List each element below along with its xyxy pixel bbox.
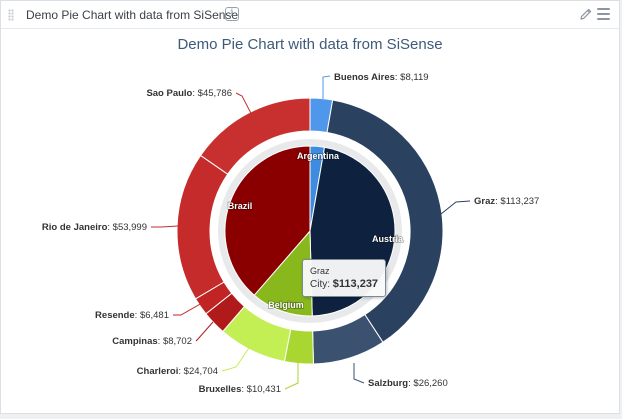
connector-graz (440, 200, 471, 215)
inner-slice-belgium (253, 229, 313, 317)
outer-label-city: Bruxelles (199, 384, 242, 395)
hamburger-menu-icon[interactable] (597, 8, 610, 20)
widget-title: Demo Pie Chart with data from SiSense (26, 8, 239, 22)
outer-label-separator: : (107, 222, 112, 233)
connector-buenos-aires (322, 75, 331, 99)
inner-label-belgium: Belgium (268, 300, 304, 310)
connector-charleroi (221, 344, 252, 372)
chart-title: Demo Pie Chart with data from SiSense (177, 36, 443, 53)
tooltip-line: City: $113,237 (310, 278, 378, 290)
outer-label-buenos-aires: Buenos Aires: $8,119 (334, 72, 429, 83)
outer-label-value: $8,119 (400, 72, 428, 83)
outer-label-separator: : (158, 336, 163, 347)
outer-label-campinas: Campinas: $8,702 (112, 336, 192, 347)
tooltip-name: Graz (310, 266, 330, 276)
connector-resende (173, 302, 203, 316)
connector-campinas (195, 321, 214, 342)
widget-header: Demo Pie Chart with data from SiSense i (1, 1, 619, 29)
outer-label-value: $8,702 (163, 336, 192, 347)
outer-label-city: Rio de Janeiro (42, 222, 108, 233)
outer-label-value: $24,704 (184, 366, 218, 377)
outer-label-city: Sao Paulo (146, 88, 192, 99)
outer-label-value: $113,237 (500, 196, 539, 207)
outer-label-value: $10,431 (247, 384, 281, 395)
outer-label-bruxelles: Bruxelles: $10,431 (199, 384, 281, 395)
outer-slice-sao-paulo (199, 97, 311, 175)
outer-slice-graz (326, 99, 444, 343)
outer-label-city: Salzburg (368, 378, 408, 389)
connector-salzburg (353, 363, 365, 384)
tooltip-value: $113,237 (332, 278, 379, 290)
outer-label-value: $45,786 (198, 88, 232, 99)
info-icon[interactable]: i (225, 7, 239, 21)
outer-label-graz: Graz: $113,237 (474, 196, 539, 207)
outer-label-separator: : (192, 88, 197, 99)
outer-label-city: Campinas (112, 336, 157, 347)
outer-label-value: $6,481 (140, 310, 169, 321)
inner-label-argentina: Argentina (297, 151, 340, 161)
outer-label-value: $26,260 (413, 378, 447, 389)
outer-label-separator: : (395, 72, 400, 83)
outer-label-separator: : (241, 384, 246, 395)
outer-label-city: Graz (474, 196, 495, 207)
inner-label-brazil: Brazil (228, 201, 253, 211)
outer-label-separator: : (408, 378, 413, 389)
outer-label-separator: : (495, 196, 500, 207)
outer-label-city: Charleroi (137, 366, 179, 377)
outer-label-value: $53,999 (113, 222, 147, 233)
drag-handle-icon[interactable] (8, 9, 14, 21)
outer-label-salzburg: Salzburg: $26,260 (368, 378, 448, 389)
connector-bruxelles (284, 362, 299, 390)
outer-label-sao-paulo: Sao Paulo: $45,786 (146, 88, 232, 99)
inner-label-austria: Austria (372, 234, 404, 244)
outer-label-separator: : (135, 310, 140, 321)
connector-sao-paulo (235, 92, 255, 120)
outer-label-city: Resende (95, 310, 135, 321)
connector-rio-de-janeiro (151, 225, 179, 228)
chart-tooltip: Graz City: $113,237 (302, 259, 386, 297)
outer-label-city: Buenos Aires (334, 72, 395, 83)
outer-label-rio-de-janeiro: Rio de Janeiro: $53,999 (42, 222, 147, 233)
inner-slice-brazil (224, 145, 311, 296)
outer-label-charleroi: Charleroi: $24,704 (137, 366, 218, 377)
outer-label-resende: Resende: $6,481 (95, 310, 169, 321)
outer-label-separator: : (178, 366, 183, 377)
tooltip-label: City: (310, 279, 330, 290)
pencil-icon[interactable] (579, 7, 593, 21)
